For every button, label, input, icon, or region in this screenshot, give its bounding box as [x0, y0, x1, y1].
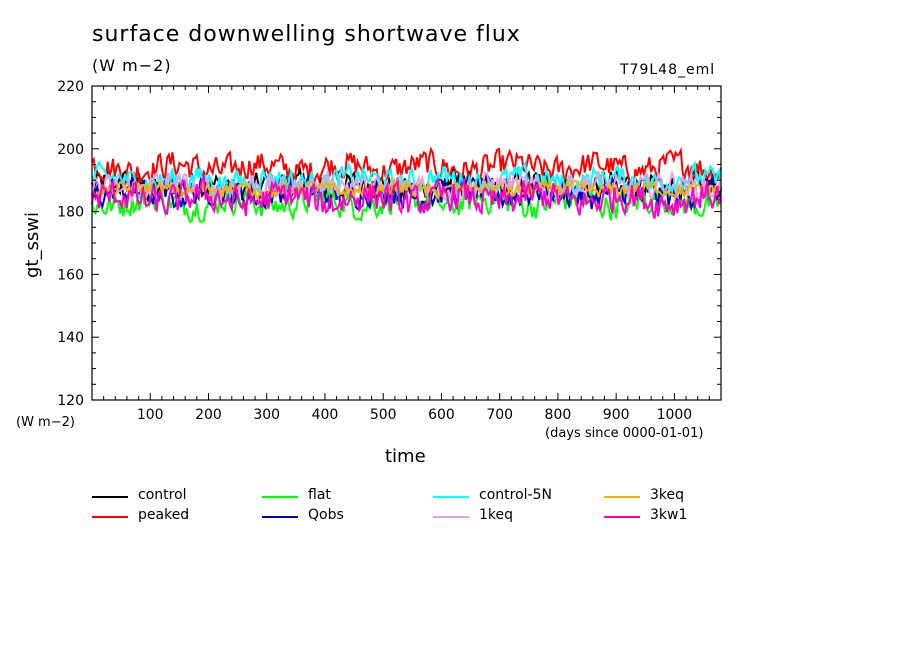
legend-label: control	[138, 487, 187, 503]
y-tick-label: 140	[57, 330, 84, 346]
legend-swatch	[433, 516, 469, 518]
legend-swatch	[92, 496, 128, 498]
legend-swatch	[433, 496, 469, 498]
legend-label: control-5N	[479, 487, 552, 503]
x-axis-unit: (days since 0000-01-01)	[545, 426, 704, 441]
y-axis-unit: (W m−2)	[16, 415, 75, 430]
legend-swatch	[92, 516, 128, 518]
series-line-3kw1	[91, 175, 722, 219]
y-tick-label: 220	[57, 79, 84, 95]
y-tick-label: 200	[57, 142, 84, 158]
x-tick-label: 1000	[657, 407, 693, 423]
legend-label: 1keq	[479, 507, 514, 523]
chart-title: surface downwelling shortwave flux	[92, 22, 521, 47]
x-tick-label: 300	[253, 407, 280, 423]
x-tick-label: 600	[428, 407, 455, 423]
legend-label: flat	[308, 487, 331, 503]
legend-swatch	[262, 496, 298, 498]
legend-swatch	[262, 516, 298, 518]
legend-label: peaked	[138, 507, 190, 523]
y-tick-label: 120	[57, 393, 84, 409]
y-tick-label: 180	[57, 205, 84, 221]
x-tick-label: 400	[312, 407, 339, 423]
legend-swatch	[604, 496, 640, 498]
x-tick-label: 500	[370, 407, 397, 423]
x-tick-label: 700	[486, 407, 513, 423]
x-axis-label: time	[385, 446, 426, 467]
series-line-peaked	[91, 146, 722, 188]
legend-label: 3kw1	[650, 507, 688, 523]
y-tick-label: 160	[57, 267, 84, 283]
x-tick-label: 100	[137, 407, 164, 423]
legend-swatch	[604, 516, 640, 518]
plot-frame	[91, 85, 722, 401]
legend-label: 3keq	[650, 487, 685, 503]
x-tick-label: 200	[195, 407, 222, 423]
x-tick-label: 900	[603, 407, 630, 423]
x-tick-label: 800	[545, 407, 572, 423]
run-label: T79L48_eml	[620, 62, 716, 78]
chart-units: (W m−2)	[92, 56, 172, 75]
legend-label: Qobs	[308, 507, 344, 523]
